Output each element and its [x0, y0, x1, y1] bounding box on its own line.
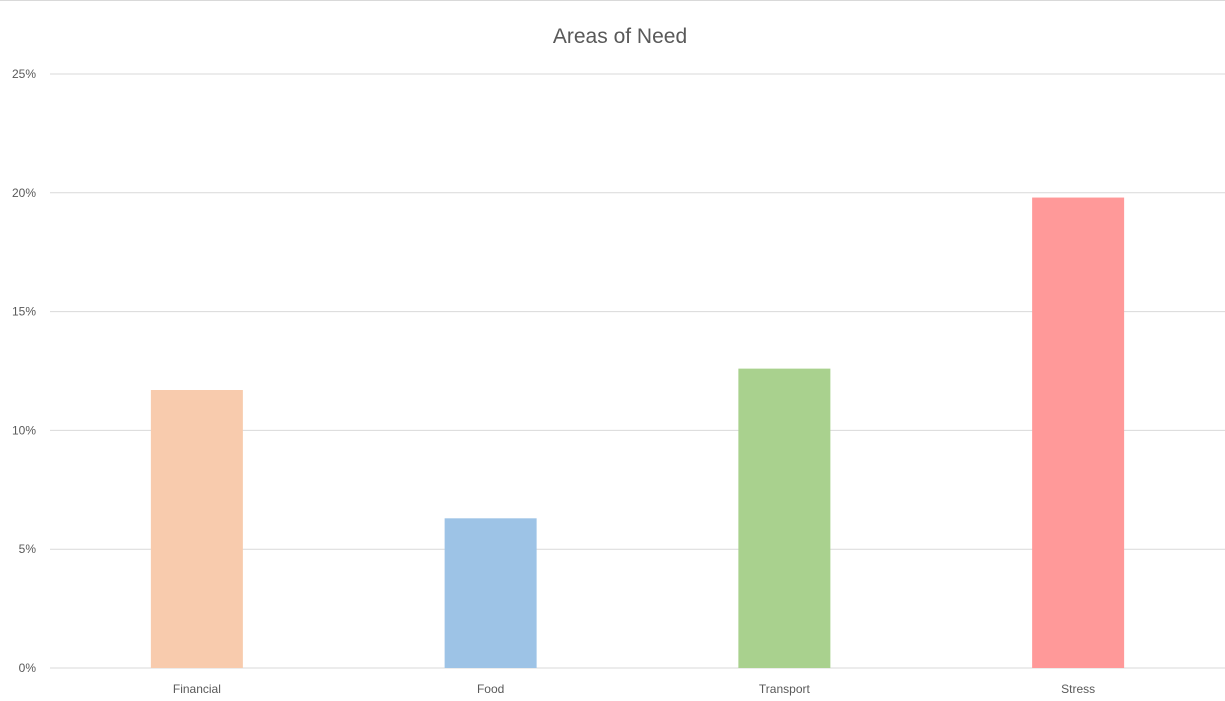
y-tick-label: 20%	[12, 186, 36, 200]
bar-financial	[150, 390, 243, 668]
y-tick-label: 10%	[12, 423, 36, 437]
y-tick-label: 15%	[12, 305, 36, 319]
bar-transport	[738, 368, 831, 668]
x-category-label: Food	[477, 682, 504, 696]
y-tick-label: 0%	[19, 661, 37, 675]
x-category-label: Financial	[173, 682, 221, 696]
x-category-label: Stress	[1061, 682, 1095, 696]
chart-title: Areas of Need	[552, 25, 688, 48]
x-category-label: Transport	[759, 682, 811, 696]
y-tick-label: 5%	[19, 542, 37, 556]
bar-stress	[1032, 197, 1125, 668]
bar-food	[444, 518, 537, 668]
y-tick-label: 25%	[12, 67, 36, 81]
